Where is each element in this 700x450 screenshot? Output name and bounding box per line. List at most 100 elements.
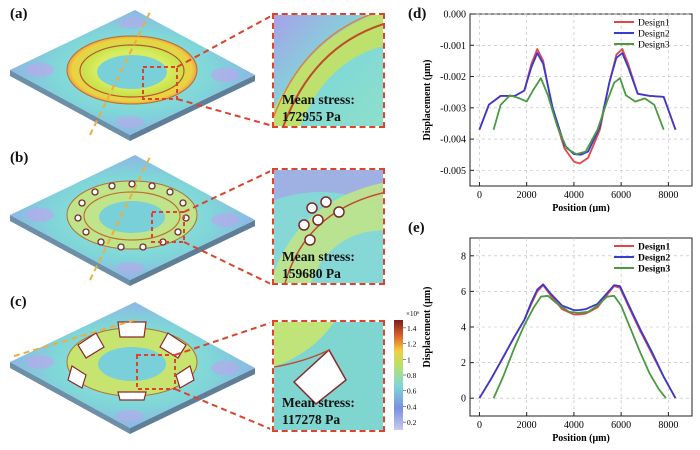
series-line-design3 — [492, 77, 665, 156]
stress-title-c: Mean stress: — [282, 395, 355, 410]
plate-side-c — [10, 362, 130, 434]
stress-title-a: Mean stress: — [282, 92, 355, 107]
panel-label-a: (a) — [10, 6, 28, 22]
cut-line-c — [13, 319, 136, 357]
hole-c — [98, 347, 166, 381]
y-tick-label: 0 — [461, 394, 466, 405]
zoom-marker-a — [142, 66, 178, 100]
simulation-panels — [10, 10, 270, 434]
colorbar-tick-label: 0.6 — [407, 387, 417, 396]
series-line-design3 — [492, 294, 667, 399]
sim-a — [10, 10, 270, 141]
y-tick-label: 4 — [461, 323, 466, 334]
y-tick-label: -0.005 — [440, 166, 466, 177]
x-axis-label: Position (μm) — [552, 433, 610, 444]
plate-side-b — [10, 215, 130, 286]
plate-corner-a3 — [118, 17, 146, 29]
panel-label-c: (c) — [10, 294, 27, 310]
legend-label: Design2 — [638, 254, 670, 264]
plate-corner-a2 — [211, 68, 239, 82]
colorbar-tick-label: 0.2 — [407, 418, 417, 427]
stress-value-b: 159680 Pa — [282, 266, 341, 281]
zoom-box-a: Mean stress: 172955 Pa — [272, 13, 385, 128]
plate-side-b2 — [130, 220, 255, 286]
zoom-connector-a1 — [176, 15, 270, 68]
zoom-connector-b1 — [183, 170, 270, 213]
zoom-connector-c2 — [174, 388, 270, 430]
zoom-connector-c1 — [174, 321, 270, 356]
sim-b — [10, 155, 270, 286]
stress-value-c: 117278 Pa — [282, 412, 341, 427]
panel-label-d: (d) — [408, 6, 427, 22]
x-tick-label: 4000 — [564, 420, 584, 431]
x-axis-label: Position (μm) — [552, 203, 610, 212]
legend-label: Design1 — [638, 19, 670, 29]
x-tick-label: 8000 — [658, 420, 678, 431]
plate-corner-c3 — [116, 410, 144, 422]
plate-side-a — [10, 70, 130, 141]
x-tick-label: 6000 — [611, 190, 631, 201]
plate-corner-b2 — [211, 213, 239, 227]
hole-a — [97, 55, 167, 89]
zoom-box-b: Mean stress: 159680 Pa — [272, 168, 385, 285]
plate-side-c2 — [130, 368, 255, 434]
plot-area — [469, 13, 693, 187]
legend-label: Design1 — [638, 243, 670, 253]
x-tick-label: 0 — [477, 420, 482, 431]
y-tick-label: 6 — [461, 287, 466, 298]
x-tick-label: 6000 — [611, 420, 631, 431]
zoom-connector-b2 — [183, 241, 270, 285]
colorbar-tick-label: 0.8 — [407, 371, 417, 380]
colorbar-gradient — [394, 320, 403, 430]
colorbar-exponent: ×10⁶ — [406, 310, 420, 318]
plate-corner-c2 — [211, 361, 239, 375]
y-tick-label: -0.003 — [440, 103, 466, 114]
stress-value-a: 172955 Pa — [282, 109, 341, 124]
x-tick-label: 0 — [477, 190, 482, 201]
plate-corner-a1 — [26, 63, 54, 77]
ring-a-inner-line — [79, 44, 185, 98]
stress-label-b: Mean stress: 159680 Pa — [282, 248, 355, 282]
colorbar-tick-label: 1.2 — [407, 340, 417, 349]
cut-line-a — [89, 11, 151, 136]
y-tick-label: 8 — [461, 251, 466, 262]
plate-corner-b3 — [116, 262, 144, 274]
y-tick-label: -0.004 — [440, 135, 466, 146]
plate-corner-b1 — [26, 208, 54, 222]
legend-label: Design3 — [638, 265, 670, 275]
y-tick-label: 0.000 — [444, 10, 467, 21]
panel-label-e: (e) — [408, 220, 425, 236]
y-axis-label: Displacement (μm) — [422, 60, 433, 141]
colorbar-tick-label: 0.4 — [407, 402, 417, 411]
sim-c — [10, 302, 270, 434]
x-tick-label: 2000 — [517, 420, 537, 431]
x-tick-label: 8000 — [658, 190, 678, 201]
stress-label-a: Mean stress: 172955 Pa — [282, 91, 355, 125]
x-tick-label: 2000 — [517, 190, 537, 201]
ring-b-inner — [83, 191, 181, 241]
series-line-design2 — [478, 283, 677, 399]
stress-label-c: Mean stress: 117278 Pa — [282, 394, 355, 428]
x-tick-label: 4000 — [564, 190, 584, 201]
chart-e: 0 2000 4000 6000 8000 0 2 4 6 8 Position (μm) Displ… — [422, 237, 693, 444]
legend-label: Design2 — [638, 30, 670, 40]
cutouts-c — [67, 321, 195, 401]
colorbar-tick-label: 1 — [407, 355, 411, 364]
chart-d: 0 2000 4000 6000 8000 0.000 -0.001 -0.002 -0.003… — [422, 10, 693, 212]
hole-b — [99, 201, 165, 233]
colorbar-tick-label: 1.4 — [407, 324, 417, 333]
legend-label: Design3 — [638, 41, 670, 51]
cut-line-b — [89, 156, 151, 281]
y-tick-label: -0.002 — [440, 72, 466, 83]
zoom-marker-b — [151, 211, 185, 243]
zoom-marker-c — [136, 354, 176, 390]
plate-corner-c1 — [26, 355, 54, 369]
y-tick-label: 2 — [461, 358, 466, 369]
plate-side-a2 — [130, 75, 255, 141]
zoom-connector-a2 — [176, 98, 270, 127]
y-axis-label: Displacement (μm) — [422, 287, 433, 368]
y-tick-label: -0.001 — [440, 41, 466, 52]
stress-title-b: Mean stress: — [282, 249, 355, 264]
colorbar: ×10⁶ 1.4 1.2 1 0.8 0.6 0.4 0.2 — [394, 310, 420, 430]
plate-corner-a4 — [116, 116, 144, 128]
